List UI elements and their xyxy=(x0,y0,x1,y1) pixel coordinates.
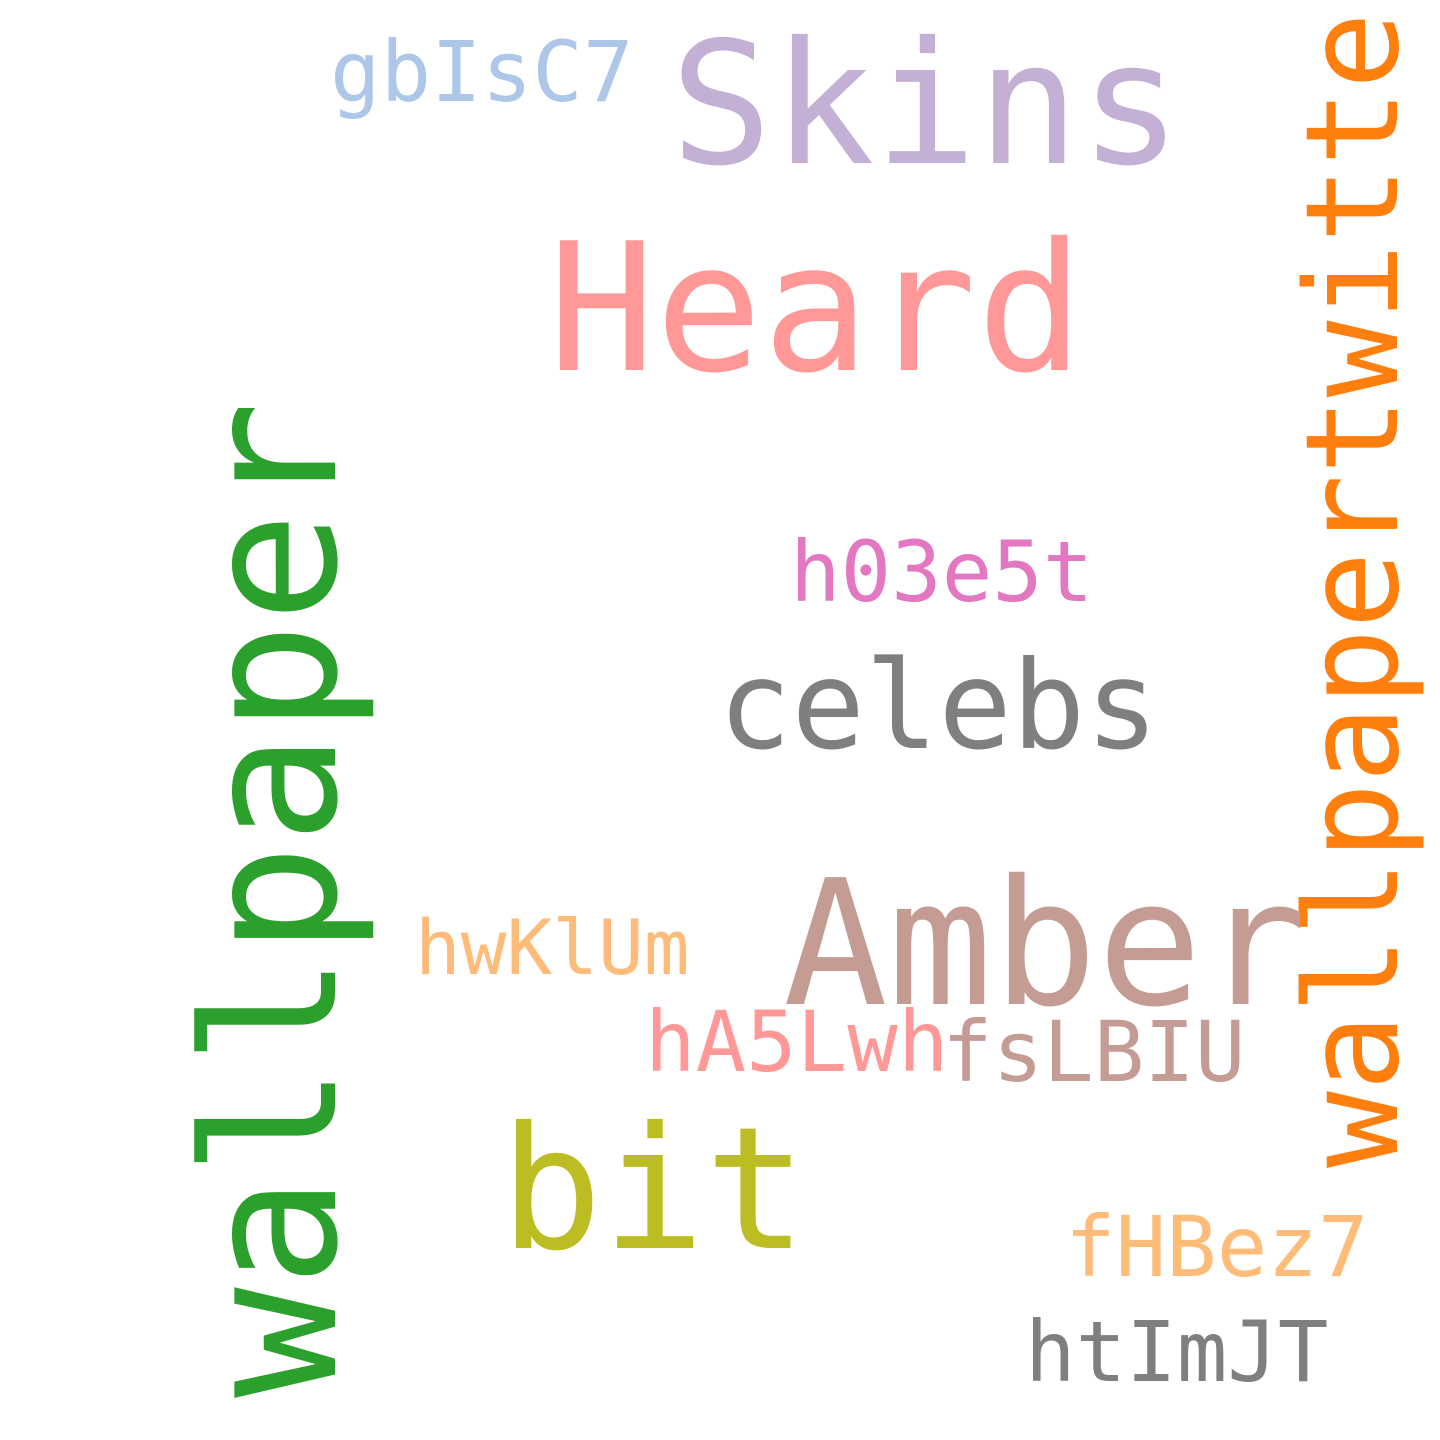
word-heard: Heard xyxy=(548,205,1084,412)
word-wallpaper: wallpaper xyxy=(165,401,379,1398)
word-h03e5t: h03e5t xyxy=(790,523,1094,621)
word-celebs: celebs xyxy=(718,635,1159,777)
word-ha5lwh: hA5Lwh xyxy=(645,993,949,1091)
word-skins: Skins xyxy=(670,6,1182,204)
word-wallpapertwitter: wallpapertwitter xyxy=(1279,0,1428,1168)
word-amber: Amber xyxy=(783,843,1307,1046)
word-fslbiu: fsLBIU xyxy=(942,1003,1246,1101)
word-hwklum: hwKlUm xyxy=(415,903,690,992)
word-bit: bit xyxy=(500,1091,808,1289)
word-htimjt: htImJT xyxy=(1025,1303,1329,1401)
word-gbisc7: gbIsC7 xyxy=(330,23,634,121)
word-fhbez7: fHBez7 xyxy=(1065,1198,1369,1296)
